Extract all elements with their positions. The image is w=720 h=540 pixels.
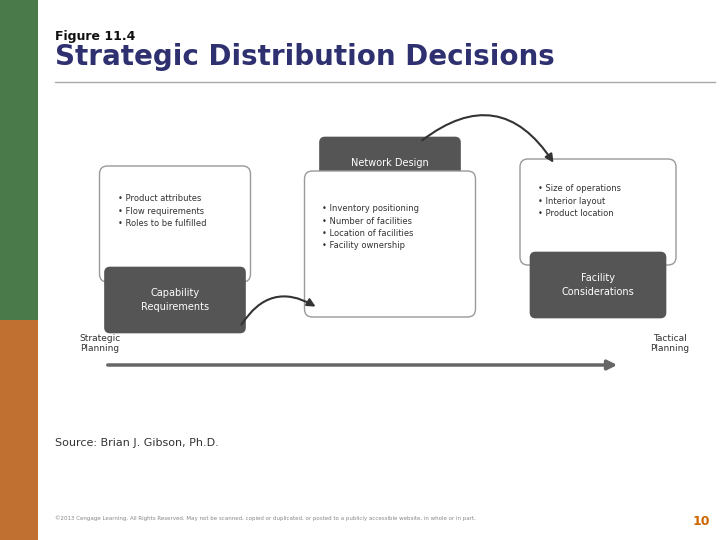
Text: Capability
Requirements: Capability Requirements (141, 288, 209, 312)
Bar (0, 320, 38, 540)
FancyBboxPatch shape (99, 166, 251, 282)
Text: • Product attributes
• Flow requirements
• Roles to be fulfilled: • Product attributes • Flow requirements… (118, 194, 207, 228)
Text: Figure 11.4: Figure 11.4 (55, 30, 135, 43)
FancyBboxPatch shape (531, 253, 665, 318)
Text: Source: Brian J. Gibson, Ph.D.: Source: Brian J. Gibson, Ph.D. (55, 438, 219, 448)
FancyBboxPatch shape (305, 171, 475, 317)
Text: Facility
Considerations: Facility Considerations (562, 273, 634, 296)
Text: Strategic
Planning: Strategic Planning (79, 334, 121, 353)
Text: 10: 10 (693, 515, 710, 528)
Text: ©2013 Cengage Learning. All Rights Reserved. May not be scanned, copied or dupli: ©2013 Cengage Learning. All Rights Reser… (55, 515, 476, 521)
Text: Strategic Distribution Decisions: Strategic Distribution Decisions (55, 43, 554, 71)
Text: Network Design
Issues: Network Design Issues (351, 158, 429, 181)
FancyBboxPatch shape (105, 267, 245, 333)
Bar (0, 0, 38, 320)
FancyBboxPatch shape (320, 138, 460, 202)
Text: • Size of operations
• Interior layout
• Product location: • Size of operations • Interior layout •… (538, 184, 621, 218)
FancyBboxPatch shape (520, 159, 676, 265)
Text: • Inventory positioning
• Number of facilities
• Location of facilities
• Facili: • Inventory positioning • Number of faci… (322, 204, 419, 251)
Text: Tactical
Planning: Tactical Planning (650, 334, 690, 353)
